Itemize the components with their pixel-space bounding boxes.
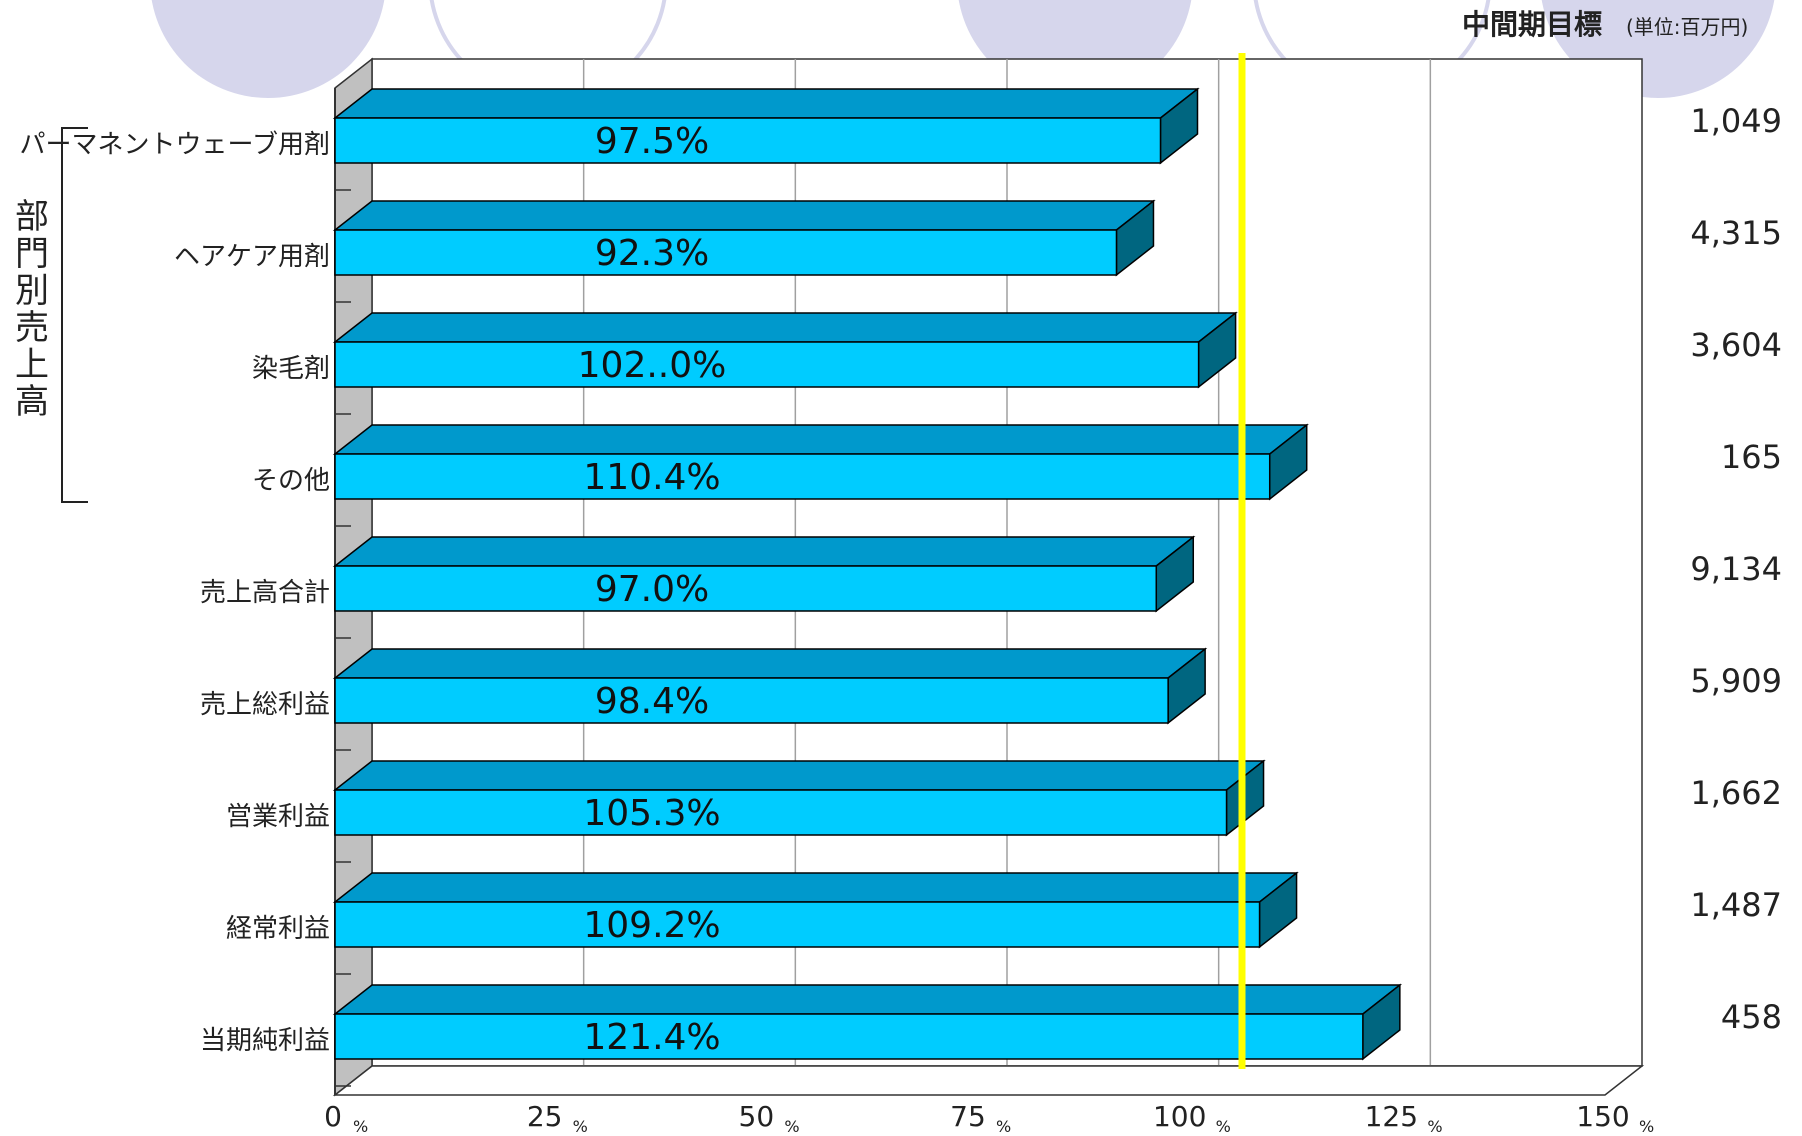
bar-top-7 xyxy=(332,872,1299,903)
bar-8: 121.4% xyxy=(332,983,1403,1061)
bar-front-1 xyxy=(334,229,1118,276)
group-label-char-1: 門 xyxy=(15,234,49,274)
bar-value-label-1: 92.3% xyxy=(595,233,709,274)
bar-value-label-4: 97.0% xyxy=(595,569,709,610)
x-tick-label-150: 150 xyxy=(1576,1100,1629,1133)
bar-top-1 xyxy=(332,200,1156,231)
x-tick-label-125: 125 xyxy=(1365,1100,1418,1133)
bar-6: 105.3% xyxy=(332,759,1266,837)
x-tick-25: 25% xyxy=(527,1100,588,1136)
x-tick-unit-100: % xyxy=(1216,1117,1231,1136)
bar-front-3 xyxy=(334,453,1271,500)
bar-7: 109.2% xyxy=(332,871,1299,949)
bar-top-3 xyxy=(332,424,1309,455)
target-value-2: 3,604 xyxy=(1690,326,1782,364)
category-label-4: 売上高合計 xyxy=(200,578,330,608)
bar-value-label-2: 102..0% xyxy=(578,345,727,386)
bar-3: 110.4% xyxy=(332,423,1309,501)
bar-front-2 xyxy=(334,341,1200,388)
floor xyxy=(332,1065,1645,1096)
x-tick-label-0: 0 xyxy=(324,1100,342,1133)
x-tick-unit-25: % xyxy=(573,1117,588,1136)
x-tick-label-75: 75 xyxy=(950,1100,986,1133)
bar-value-label-6: 105.3% xyxy=(583,793,720,834)
target-value-6: 1,662 xyxy=(1690,774,1782,812)
group-label-char-0: 部 xyxy=(15,197,49,237)
target-value-0: 1,049 xyxy=(1690,102,1782,140)
bar-value-label-5: 98.4% xyxy=(595,681,709,722)
x-tick-unit-50: % xyxy=(784,1117,799,1136)
category-label-6: 営業利益 xyxy=(226,802,330,832)
bar-top-0 xyxy=(332,88,1200,119)
bar-front-8 xyxy=(334,1013,1364,1060)
target-value-1: 4,315 xyxy=(1690,214,1782,252)
x-tick-unit-0: % xyxy=(353,1117,368,1136)
x-tick-100: 100% xyxy=(1153,1100,1231,1136)
bar-value-label-8: 121.4% xyxy=(583,1017,720,1058)
bar-front-7 xyxy=(334,901,1261,948)
x-tick-50: 50% xyxy=(739,1100,800,1136)
x-tick-unit-150: % xyxy=(1639,1117,1654,1136)
x-tick-75: 75% xyxy=(950,1100,1011,1136)
bar-front-5 xyxy=(334,677,1169,724)
bar-front-0 xyxy=(334,117,1162,164)
bar-1: 92.3% xyxy=(332,199,1156,277)
bar-top-4 xyxy=(332,536,1196,567)
group-label-char-4: 上 xyxy=(15,345,49,385)
bar-value-label-0: 97.5% xyxy=(595,121,709,162)
group-label-char-2: 別 xyxy=(15,271,49,311)
bar-value-label-3: 110.4% xyxy=(583,457,720,498)
bar-top-6 xyxy=(332,760,1266,791)
group-label-char-3: 売 xyxy=(15,308,49,348)
bars: 97.5% 92.3% 102..0% 110.4% 97.0% 98.4% 105.3% 1… xyxy=(332,87,1403,1061)
category-label-3: その他 xyxy=(252,466,330,496)
x-tick-125: 125% xyxy=(1365,1100,1443,1136)
category-label-5: 売上総利益 xyxy=(200,690,330,720)
target-column: 中間期目標 (単位:百万円) 1,049 4,315 3,604 165 9,134 5,… xyxy=(1462,8,1782,1036)
category-label-2: 染毛剤 xyxy=(252,354,330,384)
x-tick-unit-125: % xyxy=(1427,1117,1442,1136)
bar-0: 97.5% xyxy=(332,87,1200,165)
category-labels: パーマネントウェーブ用剤ヘアケア用剤染毛剤その他売上高合計売上総利益営業利益経常… xyxy=(20,130,330,1056)
target-value-3: 165 xyxy=(1721,438,1782,476)
target-header-unit: (単位:百万円) xyxy=(1626,15,1748,39)
x-tick-label-50: 50 xyxy=(739,1100,775,1133)
target-value-8: 458 xyxy=(1721,998,1782,1036)
category-label-7: 経常利益 xyxy=(226,914,330,944)
x-axis-ticks: 0% 25% 50% 75% 100% 125% 150% xyxy=(324,1100,1654,1136)
x-tick-label-25: 25 xyxy=(527,1100,563,1133)
bar-front-6 xyxy=(334,789,1228,836)
bracket-line xyxy=(61,127,88,503)
x-tick-label-100: 100 xyxy=(1153,1100,1206,1133)
bar-front-4 xyxy=(334,565,1158,612)
category-label-0: パーマネントウェーブ用剤 xyxy=(20,130,330,160)
decor-circle xyxy=(151,0,385,98)
bar-2: 102..0% xyxy=(332,311,1238,389)
target-value-5: 5,909 xyxy=(1690,662,1782,700)
bar-5: 98.4% xyxy=(332,647,1208,725)
x-tick-150: 150% xyxy=(1576,1100,1654,1136)
bar-top-5 xyxy=(332,648,1208,679)
x-tick-0: 0% xyxy=(324,1100,368,1136)
target-value-7: 1,487 xyxy=(1690,886,1782,924)
target-header-title: 中間期目標 xyxy=(1462,8,1602,41)
x-tick-unit-75: % xyxy=(996,1117,1011,1136)
category-label-8: 当期純利益 xyxy=(200,1026,330,1056)
category-label-1: ヘアケア用剤 xyxy=(174,242,330,272)
bar-value-label-7: 109.2% xyxy=(583,905,720,946)
bar-top-2 xyxy=(332,312,1238,343)
bar-4: 97.0% xyxy=(332,535,1196,613)
group-label-char-5: 高 xyxy=(15,382,49,422)
target-value-4: 9,134 xyxy=(1690,550,1782,588)
